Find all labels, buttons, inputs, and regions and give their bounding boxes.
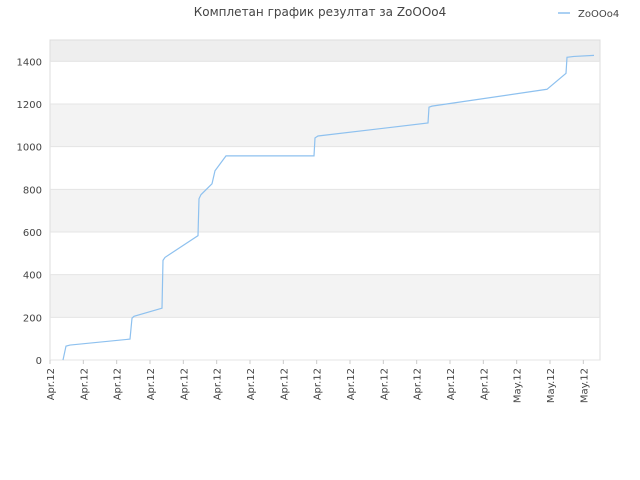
x-tick-label: Apr.12 [146,368,157,400]
x-tick-label: Apr.12 [379,368,390,400]
x-tick-label: Apr.12 [79,368,90,400]
y-tick-label: 800 [23,185,42,196]
grid-band [50,104,600,147]
y-tick-label: 1400 [17,57,42,68]
x-tick-label: May.12 [579,368,590,403]
x-tick-label: Apr.12 [279,368,290,400]
x-tick-label: Apr.12 [213,368,224,400]
y-tick-label: 200 [23,313,42,324]
x-tick-label: Apr.12 [346,368,357,400]
x-tick-label: Apr.12 [113,368,124,400]
legend-label: ZoOOo4 [578,9,619,20]
grid-band [50,189,600,232]
x-tick-label: Apr.12 [179,368,190,400]
grid-band [50,40,600,62]
grid-band [50,274,600,318]
x-tick-label: Apr.12 [313,368,324,400]
y-tick-label: 1200 [17,100,42,111]
x-tick-label: Apr.12 [413,368,424,400]
x-tick-label: May.12 [513,368,524,403]
x-tick-label: Apr.12 [479,368,490,400]
data-line [62,54,595,361]
x-tick-label: Apr.12 [46,368,57,400]
y-tick-label: 400 [23,271,42,282]
y-tick-label: 1000 [17,143,42,154]
x-tick-label: May.12 [546,368,557,403]
y-tick-label: 0 [36,356,42,367]
chart-title: Комплетан график резултат за ZoOOo4 [194,5,447,19]
y-tick-label: 600 [23,228,42,239]
x-tick-label: Apr.12 [246,368,257,400]
x-tick-label: Apr.12 [446,368,457,400]
